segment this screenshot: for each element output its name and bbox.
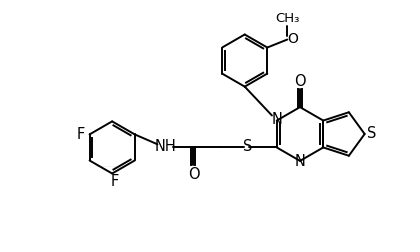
Text: N: N (271, 112, 282, 127)
Text: F: F (111, 174, 119, 189)
Text: O: O (188, 167, 200, 182)
Text: O: O (287, 32, 298, 46)
Text: N: N (294, 154, 305, 169)
Text: O: O (294, 74, 306, 89)
Text: F: F (76, 127, 85, 142)
Text: S: S (243, 139, 252, 154)
Text: CH₃: CH₃ (275, 12, 299, 25)
Text: S: S (367, 125, 376, 141)
Text: NH: NH (155, 139, 176, 154)
